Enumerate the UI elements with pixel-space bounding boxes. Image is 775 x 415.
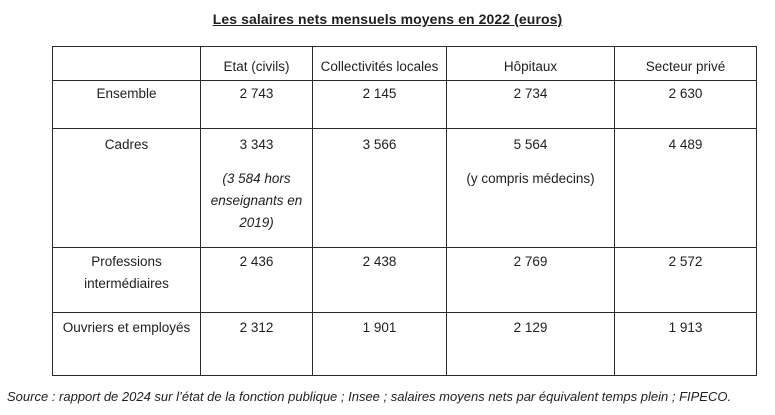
- cell-value: 2 145: [312, 80, 447, 129]
- cell-value: 2 312: [200, 312, 313, 376]
- cell-value: 5 564 (y compris médecins): [446, 128, 615, 248]
- salary-table: Etat (civils) Collectivités locales Hôpi…: [52, 46, 757, 376]
- table-header-row: Etat (civils) Collectivités locales Hôpi…: [52, 46, 757, 81]
- table-row: Ensemble 2 743 2 145 2 734 2 630: [52, 80, 757, 129]
- cell-value: 4 489: [614, 128, 757, 248]
- cell-value: 1 913: [614, 312, 757, 376]
- header-hopitaux: Hôpitaux: [446, 46, 615, 81]
- cell-value: 2 630: [614, 80, 757, 129]
- header-etat: Etat (civils): [200, 46, 313, 81]
- header-prive: Secteur privé: [614, 46, 757, 81]
- cell-value: 2 129: [446, 312, 615, 376]
- cell-number: 3 343: [239, 137, 274, 152]
- row-label: Cadres: [52, 128, 201, 248]
- cell-value: 2 743: [200, 80, 313, 129]
- cell-number: 5 564: [513, 137, 548, 152]
- table-row: Cadres 3 343 (3 584 hors enseignants en …: [52, 128, 757, 248]
- row-label: Ouvriers et employés: [52, 312, 201, 376]
- header-collectivites: Collectivités locales: [312, 46, 447, 81]
- cell-value: 3 566: [312, 128, 447, 248]
- cell-value: 2 572: [614, 247, 757, 313]
- cell-value: 2 436: [200, 247, 313, 313]
- source-note: Source : rapport de 2024 sur l’état de l…: [7, 389, 732, 404]
- cell-value: 2 769: [446, 247, 615, 313]
- table-row: Professions intermédiaires 2 436 2 438 2…: [52, 247, 757, 313]
- cell-value: 1 901: [312, 312, 447, 376]
- cell-note-etat: (3 584 hors enseignants en 2019): [210, 171, 303, 230]
- cell-value: 3 343 (3 584 hors enseignants en 2019): [200, 128, 313, 248]
- cell-value: 2 734: [446, 80, 615, 129]
- row-label: Professions intermédiaires: [52, 247, 201, 313]
- cell-note-hopitaux: (y compris médecins): [466, 171, 595, 186]
- table-title: Les salaires nets mensuels moyens en 202…: [212, 11, 563, 27]
- cell-value: 2 438: [312, 247, 447, 313]
- row-label: Ensemble: [52, 80, 201, 129]
- table-row: Ouvriers et employés 2 312 1 901 2 129 1…: [52, 312, 757, 376]
- header-empty: [52, 46, 201, 81]
